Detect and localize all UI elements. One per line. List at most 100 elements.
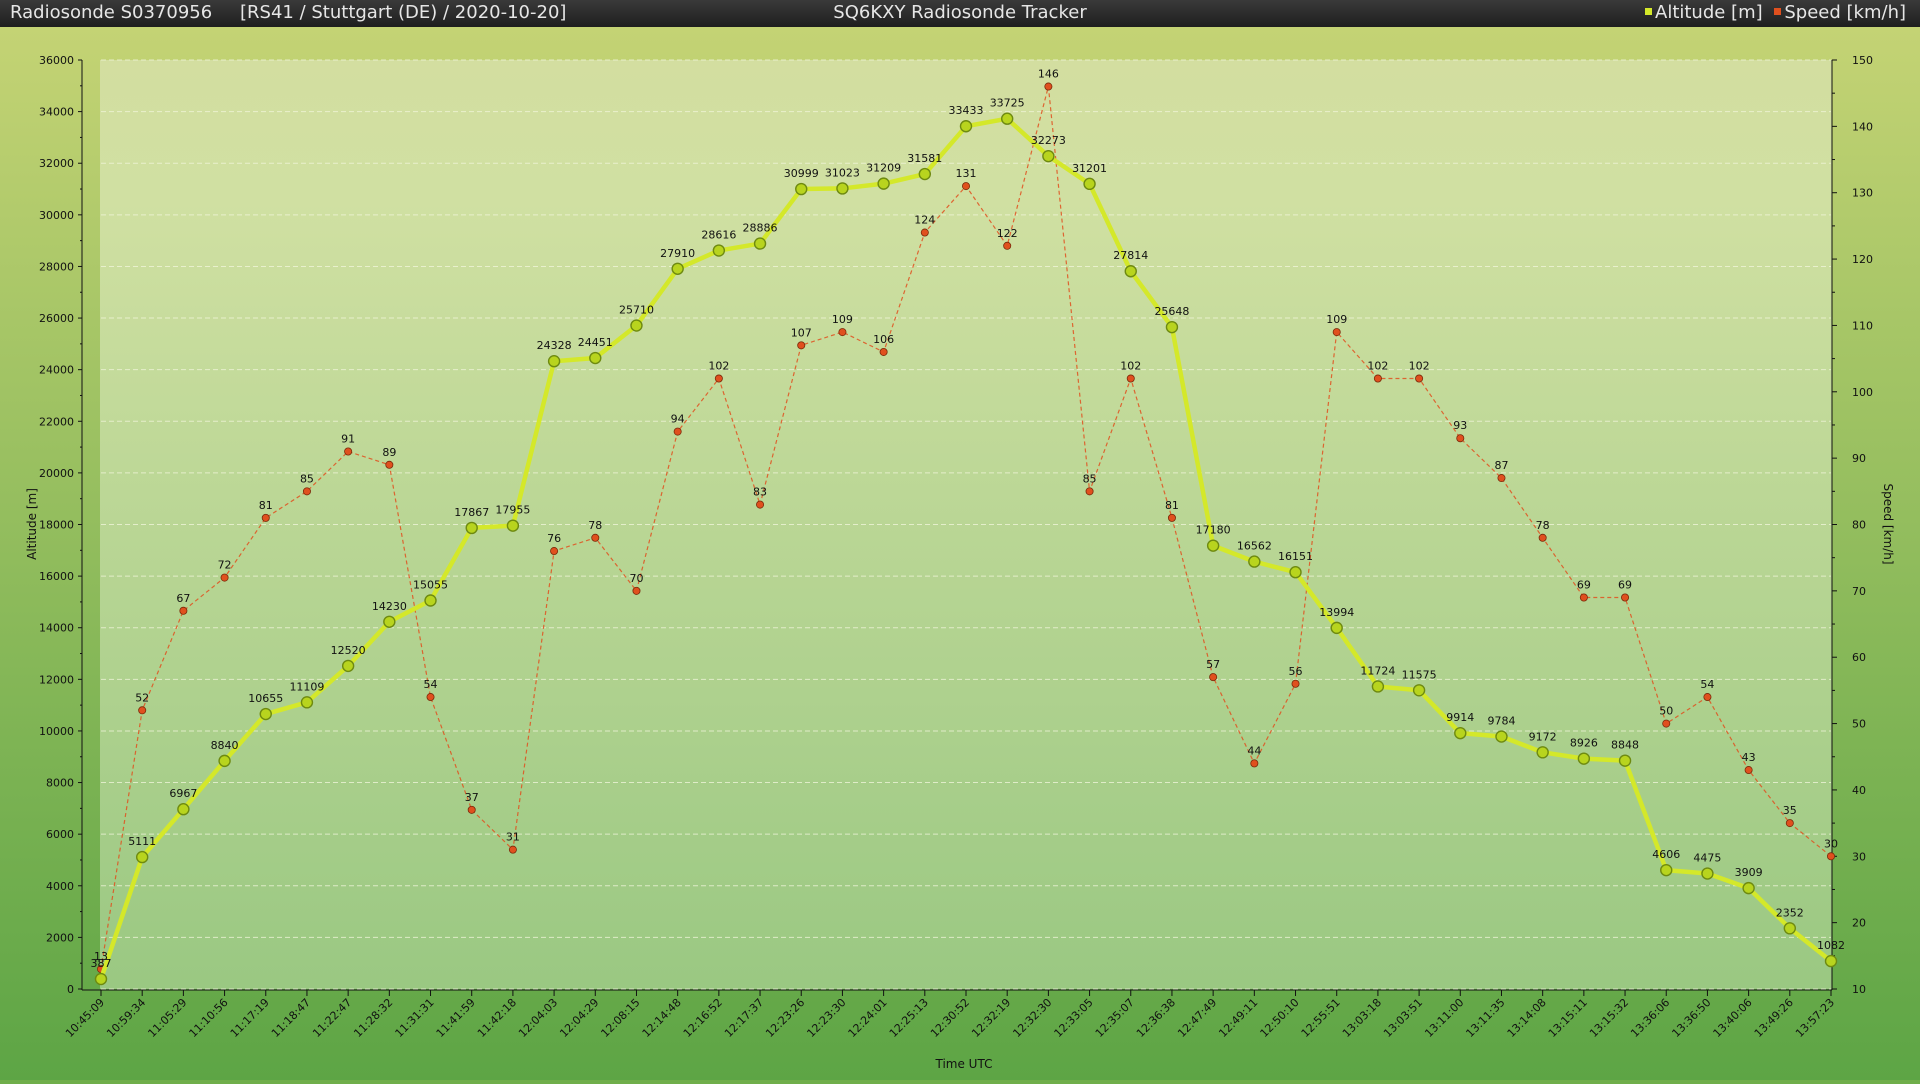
speed-point (1497, 474, 1506, 483)
altitude-data-label: 28616 (701, 229, 736, 242)
speed-point (1167, 513, 1176, 522)
altitude-point (1289, 566, 1302, 579)
altitude-point (1330, 621, 1343, 635)
speed-data-label: 131 (956, 167, 977, 180)
y-left-tick-label: 12000 (39, 673, 74, 686)
legend: Altitude [m] Speed [km/h] (1639, 0, 1906, 26)
altitude-point (1454, 726, 1467, 740)
altitude-data-label: 8848 (1611, 739, 1639, 752)
speed-data-label: 76 (547, 532, 561, 545)
y-right-tick-label: 10 (1852, 983, 1866, 996)
speed-data-label: 30 (1824, 837, 1838, 850)
altitude-data-label: 31581 (907, 152, 942, 165)
altitude-data-label: 17955 (495, 504, 530, 517)
altitude-data-label: 13994 (1319, 606, 1354, 619)
altitude-point (1206, 539, 1220, 552)
speed-point (1250, 759, 1259, 768)
altitude-data-label: 25648 (1154, 305, 1189, 318)
y-left-tick-label: 28000 (39, 260, 74, 273)
speed-point (1415, 374, 1424, 383)
speed-data-label: 83 (753, 486, 767, 499)
app-title: SQ6KXY Radiosonde Tracker (833, 2, 1087, 23)
speed-data-label: 107 (791, 326, 812, 339)
speed-point (1703, 693, 1712, 702)
speed-data-label: 85 (1083, 472, 1097, 485)
altitude-data-label: 12520 (331, 644, 366, 657)
speed-data-label: 102 (708, 360, 729, 373)
altitude-point (1701, 867, 1714, 880)
y-left-tick-label: 34000 (39, 106, 74, 119)
altitude-data-label: 11724 (1360, 664, 1395, 677)
speed-point (385, 460, 394, 469)
y-left-tick-label: 22000 (39, 415, 74, 428)
y-right-tick-label: 80 (1852, 519, 1866, 532)
altitude-point (218, 754, 231, 768)
altitude-point (1083, 177, 1096, 191)
altitude-data-label: 16562 (1237, 540, 1272, 553)
y-left-tick-label: 18000 (39, 519, 74, 532)
altitude-point (1536, 746, 1549, 759)
speed-data-label: 122 (997, 227, 1018, 240)
y-axis-left-label: Altitude [m] (25, 488, 39, 560)
altitude-data-label: 8926 (1570, 737, 1598, 750)
speed-data-label: 81 (1165, 499, 1179, 512)
speed-point (1662, 719, 1671, 728)
altitude-point (424, 594, 437, 607)
chart-area: 0 2000 4000 6000 8000 10000 12000 14000 16000 180… (0, 27, 1920, 1080)
speed-point (1003, 241, 1012, 250)
altitude-data-label: 24328 (537, 339, 572, 352)
speed-data-label: 43 (1742, 751, 1756, 764)
speed-data-label: 52 (135, 691, 149, 704)
y-right-tick-label: 140 (1852, 120, 1873, 133)
speed-point (591, 533, 600, 542)
y-left-tick-label: 4000 (46, 880, 74, 893)
y-right-tick-label: 150 (1852, 54, 1873, 67)
speed-data-label: 102 (1120, 360, 1141, 373)
altitude-point (1660, 863, 1673, 877)
y-left-tick-label: 16000 (39, 570, 74, 583)
y-left-tick-label: 2000 (46, 931, 74, 944)
altitude-point (177, 803, 190, 816)
speed-point (962, 182, 971, 191)
speed-point (1456, 434, 1465, 443)
speed-data-label: 72 (218, 559, 232, 572)
altitude-point (836, 182, 849, 195)
y-right-tick-label: 30 (1852, 850, 1866, 863)
speed-data-label: 31 (506, 831, 520, 844)
altitude-data-label: 28886 (743, 222, 778, 235)
speed-data-label: 124 (914, 214, 935, 227)
speed-point (550, 547, 559, 556)
speed-data-label: 91 (341, 433, 355, 446)
y-left-tick-label: 36000 (39, 54, 74, 67)
altitude-point (259, 707, 272, 721)
speed-data-label: 102 (1367, 360, 1388, 373)
altitude-point (671, 262, 684, 275)
speed-point (1827, 852, 1836, 861)
speed-data-label: 57 (1206, 658, 1220, 671)
speed-data-label: 35 (1783, 804, 1797, 817)
speed-point (179, 606, 188, 615)
speed-data-label: 89 (382, 446, 396, 459)
altitude-point (1824, 954, 1838, 968)
sonde-info: [RS41 / Stuttgart (DE) / 2020-10-20] (240, 2, 567, 23)
altitude-point (630, 319, 643, 332)
y-left-tick-label: 8000 (46, 777, 74, 790)
altitude-point (877, 177, 890, 190)
altitude-point (383, 615, 396, 628)
speed-point (1538, 533, 1547, 542)
legend-speed: Speed [km/h] (1774, 2, 1906, 23)
speed-point (344, 447, 353, 456)
altitude-point (1165, 320, 1179, 334)
speed-point (1291, 679, 1300, 688)
speed-point (1085, 487, 1094, 496)
altitude-point (1248, 555, 1261, 568)
speed-point (1579, 593, 1588, 602)
speed-point (838, 328, 847, 337)
y-left-tick-label: 24000 (39, 364, 74, 377)
speed-data-label: 106 (873, 333, 894, 346)
altitude-speed-chart: 0 2000 4000 6000 8000 10000 12000 14000 16000 180… (0, 27, 1920, 1080)
altitude-data-label: 31209 (866, 162, 901, 175)
altitude-data-label: 11575 (1402, 668, 1437, 681)
altitude-data-label: 9784 (1487, 715, 1515, 728)
altitude-point (300, 696, 314, 709)
